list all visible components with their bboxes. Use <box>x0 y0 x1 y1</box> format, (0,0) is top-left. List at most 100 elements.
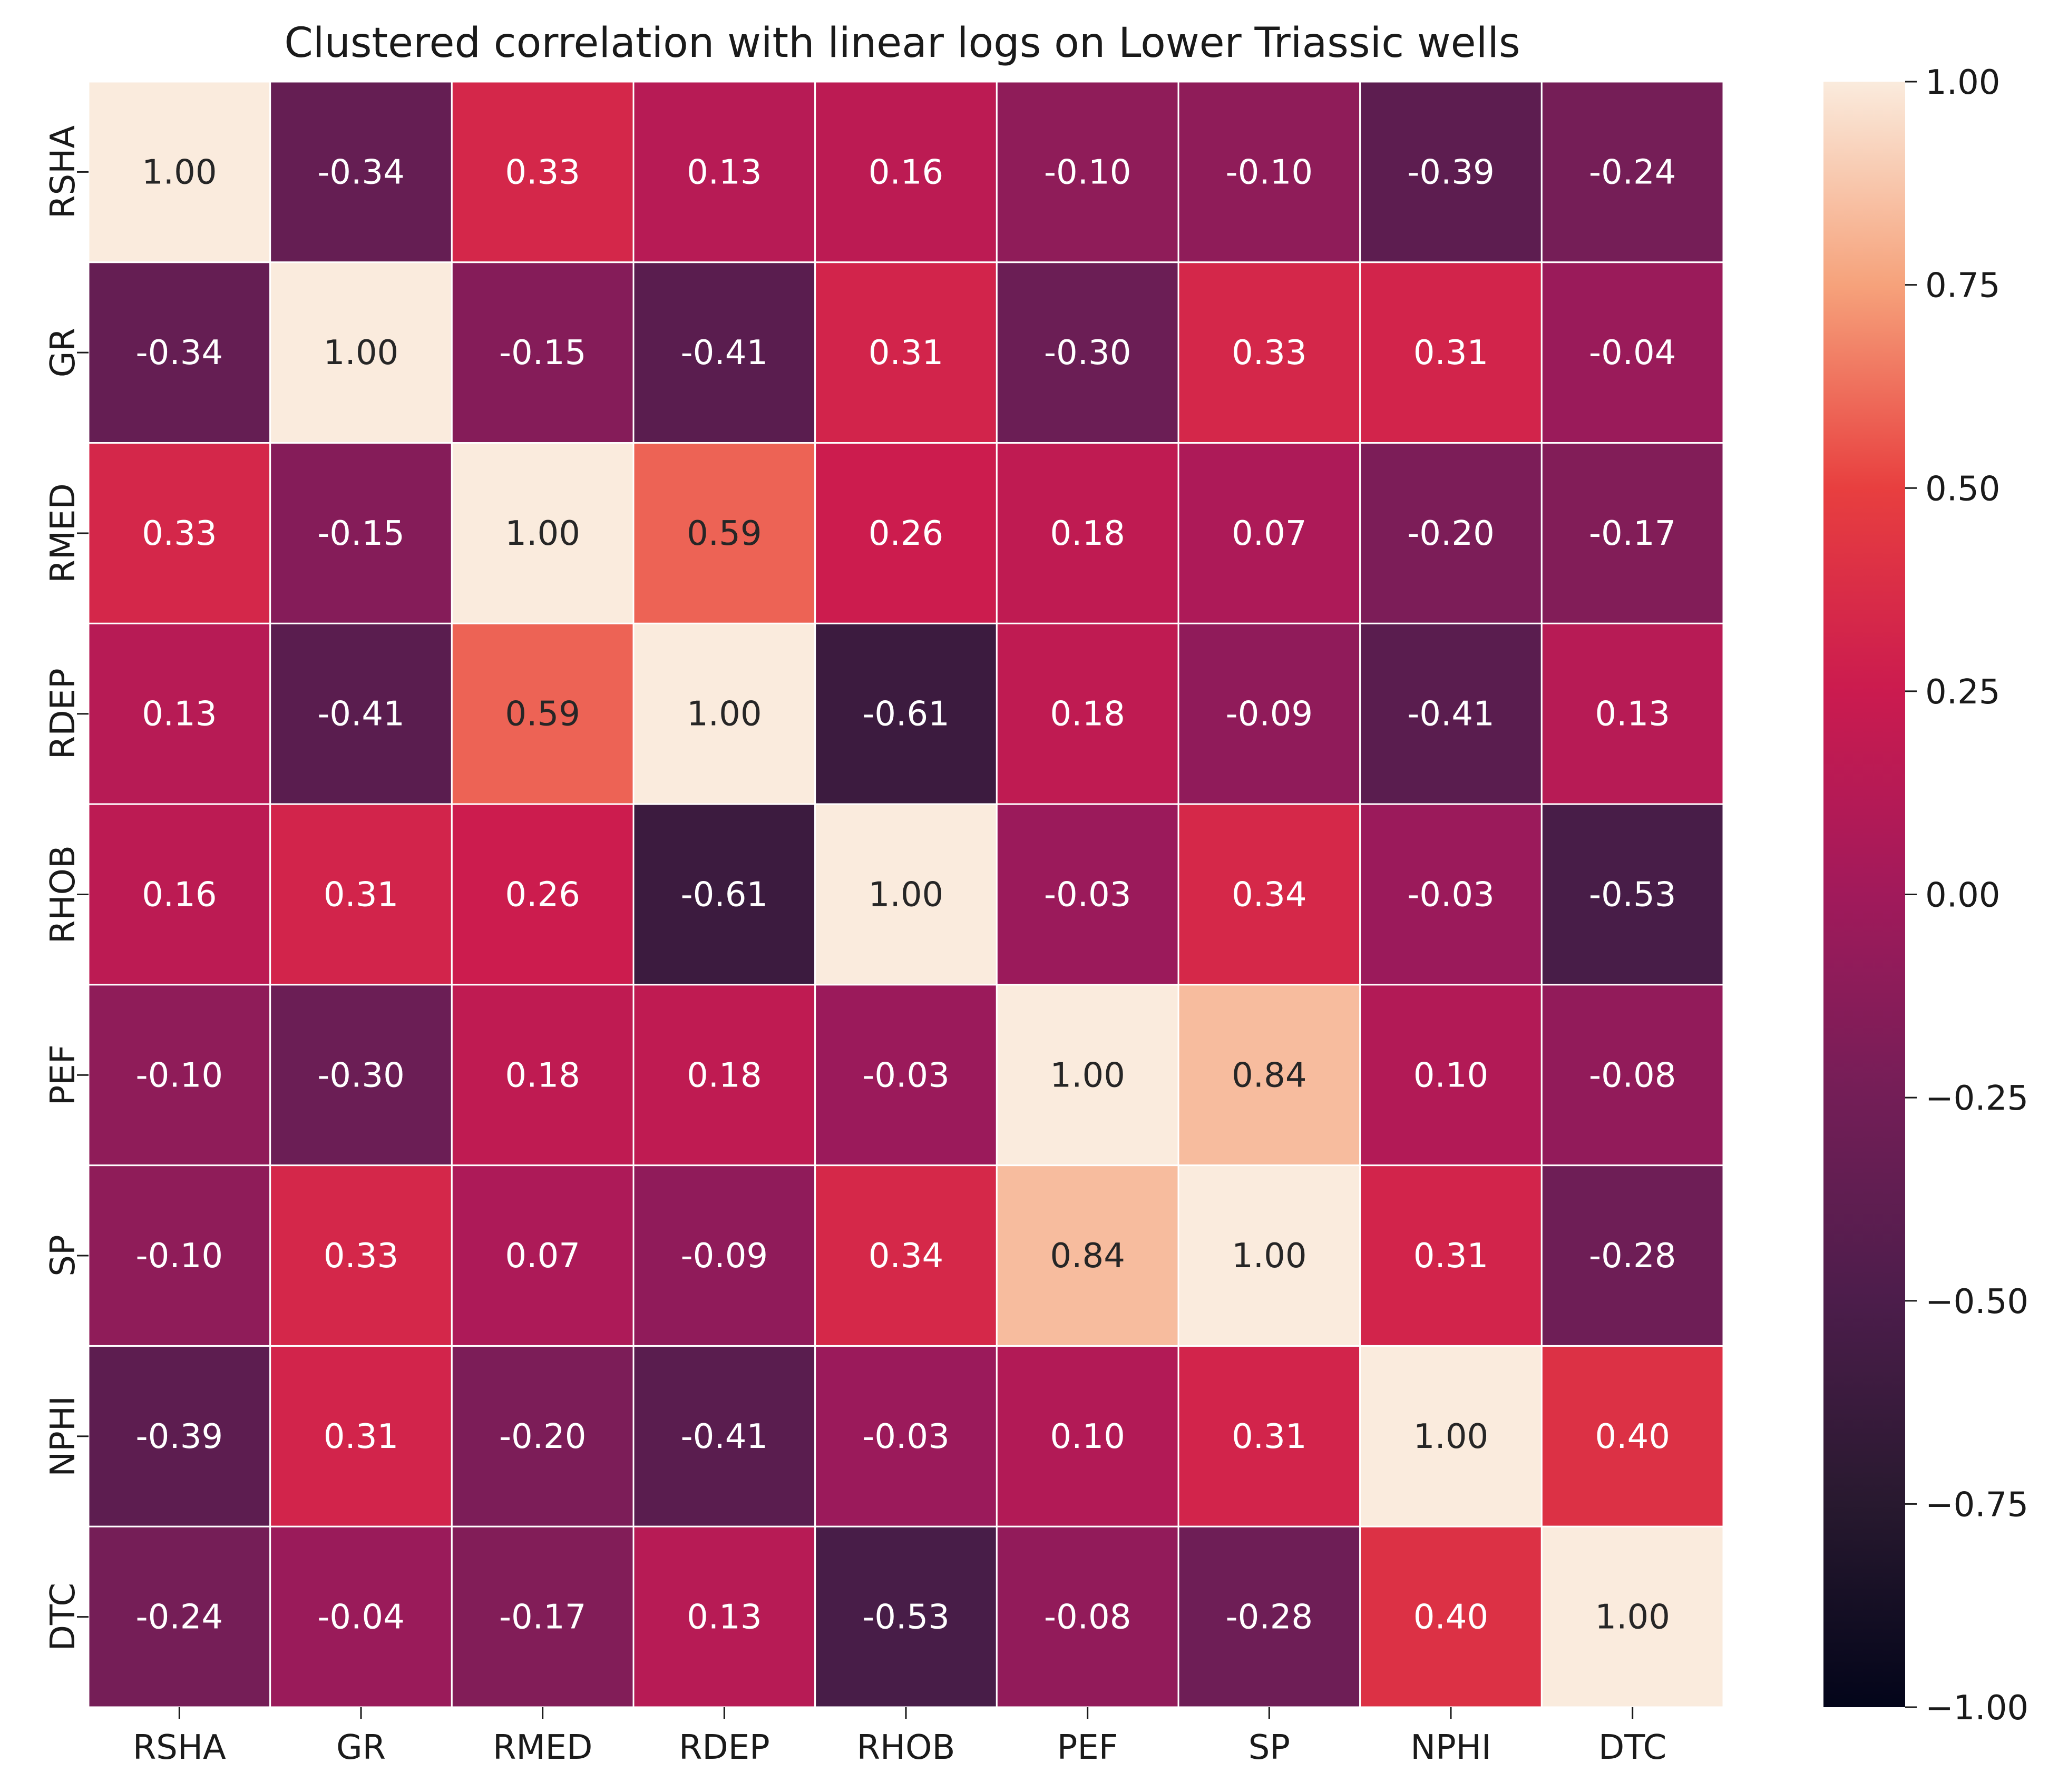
cell-value-label: 0.13 <box>687 153 762 192</box>
heatmap-cell <box>632 81 816 263</box>
heatmap-cell <box>1540 1525 1724 1708</box>
heatmap-cell <box>87 803 271 986</box>
cell-value-label: -0.30 <box>317 1056 405 1095</box>
heatmap-cell <box>87 1525 271 1708</box>
cell-value-label: 0.31 <box>1413 334 1489 373</box>
heatmap-cell <box>87 1345 271 1527</box>
y-tick-label: RMED <box>44 483 83 583</box>
heatmap-cell <box>451 1164 635 1347</box>
cell-value-label: -0.41 <box>317 695 405 734</box>
cell-value-label: -0.15 <box>499 334 587 373</box>
heatmap-cell <box>1177 261 1361 444</box>
heatmap-cell <box>1177 1525 1361 1708</box>
heatmap-cell <box>1540 442 1724 624</box>
colorbar-tick-label: −0.50 <box>1925 1282 2028 1321</box>
cell-value-label: -0.61 <box>862 695 950 734</box>
heatmap-cell <box>632 803 816 986</box>
heatmap-cell <box>814 81 998 263</box>
cell-value-label: 0.33 <box>505 153 580 192</box>
cell-value-label: 0.26 <box>869 514 944 553</box>
heatmap-cell <box>451 1525 635 1708</box>
heatmap-cell <box>87 1164 271 1347</box>
x-axis-ticks: RSHA GR RMED RDEP RHOB PEF SP NPHI DTC <box>133 1707 1666 1767</box>
cell-value-label: -0.24 <box>136 1598 223 1637</box>
heatmap-cell <box>87 442 271 624</box>
colorbar: 1.00 0.75 0.50 0.25 0.00 −0.25 −0.50 −0.75 −1.00 <box>1823 63 2028 1728</box>
heatmap-cell <box>1359 1345 1543 1527</box>
cell-value-label: 0.10 <box>1413 1056 1489 1095</box>
x-tick-label: RHOB <box>857 1728 955 1767</box>
cell-value-label: 0.40 <box>1413 1598 1489 1637</box>
cell-value-label: -0.03 <box>862 1056 950 1095</box>
cell-value-label: 0.13 <box>687 1598 762 1637</box>
cell-value-label: 0.13 <box>1595 695 1670 734</box>
cell-value-label: -0.09 <box>1226 695 1313 734</box>
cell-value-label: -0.41 <box>681 334 768 373</box>
cell-value-label: -0.34 <box>136 334 223 373</box>
heatmap-cell <box>996 984 1179 1167</box>
cell-value-label: 1.00 <box>1413 1417 1489 1456</box>
heatmap-cell <box>451 442 635 624</box>
cell-value-label: 0.18 <box>1050 514 1125 553</box>
heatmap-cell <box>1540 984 1724 1167</box>
heatmap-cell <box>1359 261 1543 444</box>
heatmap-cell <box>87 261 271 444</box>
cell-value-label: 0.84 <box>1050 1237 1125 1276</box>
cell-value-label: -0.03 <box>1407 876 1495 915</box>
cell-value-label: -0.24 <box>1589 153 1676 192</box>
y-axis-ticks: RSHA GR RMED RDEP RHOB PEF SP NPHI DTC <box>44 125 89 1651</box>
heatmap-cell <box>87 81 271 263</box>
cell-value-label: 0.33 <box>1232 334 1307 373</box>
colorbar-tick-label: −1.00 <box>1925 1689 2028 1728</box>
heatmap-cell <box>814 984 998 1167</box>
heatmap-cell <box>1177 803 1361 986</box>
heatmap-cell <box>1177 1164 1361 1347</box>
heatmap-cell <box>269 803 453 986</box>
heatmap-cell <box>814 442 998 624</box>
cell-value-label: 0.40 <box>1595 1417 1670 1456</box>
cell-value-label: -0.03 <box>1044 876 1131 915</box>
cell-value-label: 1.00 <box>505 514 580 553</box>
cell-value-label: -0.41 <box>1407 695 1495 734</box>
heatmap-cell <box>269 1525 453 1708</box>
heatmap-cell <box>269 1164 453 1347</box>
heatmap-cell <box>87 622 271 805</box>
heatmap-cell <box>1359 984 1543 1167</box>
cell-value-label: -0.39 <box>136 1417 223 1456</box>
y-tick-label: NPHI <box>44 1396 83 1476</box>
heatmap-cell <box>814 1345 998 1527</box>
heatmap-cell <box>632 622 816 805</box>
cell-value-label: -0.61 <box>681 876 768 915</box>
cell-value-label: -0.41 <box>681 1417 768 1456</box>
heatmap-cell <box>632 261 816 444</box>
colorbar-ticks: 1.00 0.75 0.50 0.25 0.00 −0.25 −0.50 −0.75 −1.00 <box>1905 63 2028 1728</box>
heatmap-cell <box>1540 1345 1724 1527</box>
heatmap-cell <box>814 1164 998 1347</box>
y-tick-label: RSHA <box>44 125 83 219</box>
cell-value-label: -0.30 <box>1044 334 1131 373</box>
y-tick-label: GR <box>44 328 83 377</box>
heatmap-cell <box>632 984 816 1167</box>
colorbar-tick-label: 0.00 <box>1925 876 2001 915</box>
heatmap-cell <box>814 1525 998 1708</box>
colorbar-tick-label: 0.50 <box>1925 469 2001 508</box>
x-tick-label: DTC <box>1598 1728 1666 1767</box>
cell-value-label: 0.59 <box>687 514 762 553</box>
x-tick-label: NPHI <box>1410 1728 1491 1767</box>
colorbar-gradient <box>1823 82 1905 1707</box>
heatmap-cell <box>1177 1345 1361 1527</box>
heatmap-cell <box>451 1345 635 1527</box>
cell-value-label: -0.10 <box>136 1056 223 1095</box>
cell-value-label: -0.10 <box>1044 153 1131 192</box>
cell-value-label: 0.18 <box>1050 695 1125 734</box>
cell-value-label: 1.00 <box>1050 1056 1125 1095</box>
heatmap-cell <box>1359 622 1543 805</box>
cell-value-label: 1.00 <box>1595 1598 1670 1637</box>
heatmap-cell <box>1540 622 1724 805</box>
x-tick-label: RSHA <box>133 1728 226 1767</box>
cell-value-label: -0.53 <box>1589 876 1676 915</box>
heatmap-cell <box>1359 1164 1543 1347</box>
heatmap-cell <box>996 1345 1179 1527</box>
x-tick-label: RMED <box>493 1728 592 1767</box>
